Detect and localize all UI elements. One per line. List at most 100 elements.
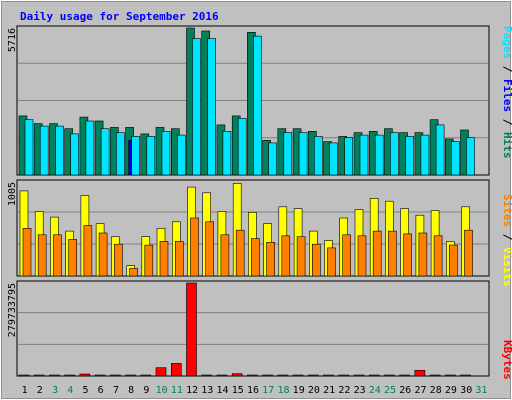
kbytes-bar-day-17 [262,374,273,377]
sites-bar-day-28 [433,235,443,277]
day-label-2: 2 [37,385,43,396]
pages-bar-day-24 [374,134,384,176]
day-label-8: 8 [128,385,134,396]
sites-bar-day-6 [98,232,108,277]
day-label-10: 10 [156,385,168,396]
day-label-22: 22 [338,385,350,396]
legend-files: Files [501,79,512,112]
pages-bar-day-1 [24,119,34,176]
kbytes-bar-day-22 [338,374,350,377]
kbytes-panel: 279733795 [7,280,490,377]
day-label-7: 7 [113,385,119,396]
pages-bar-day-23 [359,134,369,176]
day-label-25: 25 [384,385,396,396]
kbytes-bar-day-30 [460,374,471,377]
pages-bar-day-28 [435,124,445,176]
sites-bar-day-18 [281,235,291,277]
sites-bar-day-4 [68,239,77,277]
sites-bar-day-7 [114,243,123,277]
pages-bar-day-6 [100,128,110,176]
visits-panel: 1005 [7,179,490,277]
sites-bar-day-29 [448,244,458,277]
day-label-18: 18 [277,385,289,396]
legend-sites: Sites [501,194,512,227]
pages-bar-day-5 [85,120,95,176]
kbytes-bar-day-10 [155,367,167,377]
sites-bar-day-20 [311,243,321,277]
sites-bar-day-12 [190,217,199,277]
legend-hits: Hits [501,132,512,159]
pages-bar-day-25 [390,132,399,176]
pages-bar-day-22 [344,137,354,176]
day-label-20: 20 [308,385,320,396]
pages-bar-day-4 [70,133,79,176]
day-label-21: 21 [323,385,335,396]
axis-max-label: 5716 [7,28,18,52]
day-label-11: 11 [171,385,183,396]
hits-files-pages-legend: Pages / Files / Hits [501,26,512,159]
pages-bar-day-17 [268,142,277,176]
day-label-3: 3 [52,385,58,396]
sites-bar-day-27 [418,232,428,277]
right-labels: Pages / Files / Hits Sites / Visits KByt… [501,26,512,380]
kbytes-bar-day-11 [171,363,182,377]
pages-bar-day-11 [177,134,186,176]
pages-bar-day-13 [207,38,216,176]
kbytes-bar-day-3 [49,374,60,377]
sites-bar-day-26 [403,233,412,277]
pages-bar-day-29 [450,141,460,176]
pages-bar-day-9 [146,136,156,176]
kbytes-bar-day-26 [399,374,410,377]
sites-bar-day-13 [205,221,214,277]
kbytes-bar-day-25 [384,374,395,377]
pages-bar-day-16 [253,35,262,176]
day-label-12: 12 [186,385,198,396]
pages-bar-day-19 [298,132,308,176]
day-label-27: 27 [414,385,426,396]
kbytes-bar-day-8 [125,374,136,377]
pages-bar-day-2 [39,125,49,176]
sites-bar-day-9 [144,244,154,277]
kbytes-bar-day-24 [368,374,380,377]
sites-bar-day-3 [53,234,62,277]
kbytes-bar-day-13 [201,374,212,377]
kbytes-bar-day-21 [323,374,334,377]
kbytes-bar-day-4 [64,374,75,377]
day-label-17: 17 [262,385,274,396]
kbytes-bar-day-2 [33,374,45,377]
pages-bar-day-26 [405,136,414,176]
kbytes-bar-day-27 [414,369,426,377]
day-label-19: 19 [293,385,305,396]
sites-bar-day-30 [464,229,473,277]
legend-sep-3: / [501,227,512,247]
sites-bar-day-8 [129,268,138,277]
pages-bar-day-18 [283,132,293,176]
sites-bar-day-15 [235,229,245,277]
sites-bar-day-22 [342,234,352,277]
pages-bar-day-30 [466,137,475,176]
axis-max-label: 1005 [7,182,18,206]
kbytes-bar-day-12 [186,282,197,377]
day-label-30: 30 [460,385,472,396]
day-label-14: 14 [216,385,228,396]
pages-bar-day-15 [237,118,247,176]
day-label-5: 5 [82,385,88,396]
day-label-24: 24 [369,385,381,396]
sites-bar-day-11 [175,241,184,277]
day-label-29: 29 [445,385,457,396]
pages-bar-day-12 [192,38,201,176]
day-label-13: 13 [201,385,213,396]
pages-bar-day-20 [313,136,323,176]
kbytes-bar-day-1 [18,374,30,377]
sites-bar-day-19 [296,236,306,277]
pages-bar-day-10 [161,131,171,176]
day-label-1: 1 [22,385,28,396]
kbytes-bar-day-28 [429,374,441,377]
pages-bar-day-3 [55,125,64,176]
kbytes-bar-day-18 [277,374,289,377]
day-labels: 1 2 3 4 5 6 7 8 9 10 11 12 13 14 15 16 17 18 19 20 21 22 23 24 2… [22,385,488,396]
legend-sep-2: / [501,112,512,132]
kbytes-bar-day-9 [140,374,152,377]
